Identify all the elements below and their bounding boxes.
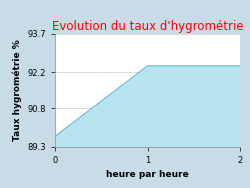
X-axis label: heure par heure: heure par heure [106,170,189,179]
Title: Evolution du taux d'hygrométrie: Evolution du taux d'hygrométrie [52,20,243,33]
Y-axis label: Taux hygrométrie %: Taux hygrométrie % [12,39,22,141]
